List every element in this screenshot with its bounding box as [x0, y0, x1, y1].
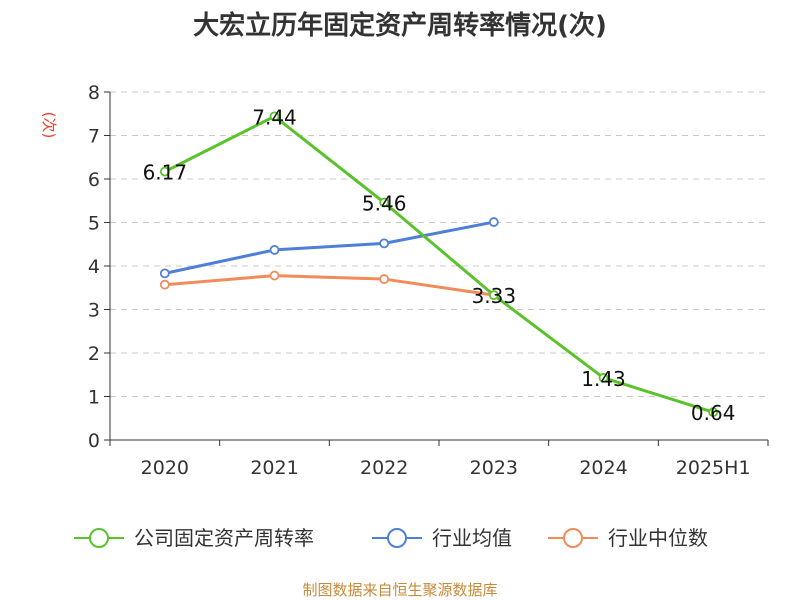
data-point	[598, 372, 609, 383]
data-point	[269, 270, 280, 281]
legend-label: 行业均值	[432, 526, 512, 550]
data-point	[159, 166, 170, 177]
data-point	[708, 407, 719, 418]
data-point	[159, 279, 170, 290]
chart-title: 大宏立历年固定资产周转率情况(次)	[193, 10, 607, 41]
y-tick-label: 5	[88, 213, 100, 235]
y-axis-label: (次)	[40, 112, 58, 139]
series-line	[164, 220, 495, 275]
y-tick-label: 6	[88, 169, 100, 191]
y-tick-label: 2	[88, 343, 100, 365]
axes: 0 1 2 3 4 5 6 7 8 2020 2021 2022 2023 2024 2025H1	[88, 82, 769, 479]
data-label: 5.46	[362, 191, 407, 215]
y-tick-label: 0	[88, 430, 100, 452]
legend-item: 公司固定资产周转率	[74, 526, 314, 550]
series-line	[164, 274, 495, 297]
data-point	[269, 245, 280, 255]
data-point	[488, 290, 499, 301]
series-3	[159, 270, 499, 301]
series-layer	[159, 111, 719, 418]
legend-marker	[387, 528, 407, 548]
legend: 公司固定资产周转率 行业均值 行业中位数	[74, 526, 708, 550]
x-tick-label: 2025H1	[676, 457, 751, 479]
data-label: 3.33	[472, 284, 517, 308]
data-point	[379, 197, 390, 208]
y-tick-label: 1	[88, 387, 100, 409]
data-label: 1.43	[581, 367, 626, 391]
x-tick-label: 2023	[470, 457, 518, 479]
data-point	[379, 274, 390, 284]
legend-label: 公司固定资产周转率	[134, 526, 314, 550]
grid-lines	[110, 91, 768, 397]
y-tick-label: 8	[88, 82, 100, 104]
y-tick-label: 7	[88, 126, 100, 148]
y-tick-label: 4	[88, 256, 100, 278]
data-label: 7.44	[252, 105, 297, 129]
data-labels: 6.17 7.44 5.46 3.33 1.43 0.64	[143, 105, 736, 425]
y-tick-label: 3	[88, 300, 100, 322]
legend-label: 行业中位数	[608, 526, 708, 550]
data-label: 6.17	[143, 161, 188, 185]
series-line	[164, 114, 714, 414]
x-tick-label: 2021	[250, 457, 298, 479]
x-tick-label: 2020	[141, 457, 189, 479]
legend-marker	[563, 528, 583, 548]
data-point	[488, 217, 499, 227]
legend-item: 行业均值	[372, 526, 512, 550]
data-point	[379, 238, 390, 249]
data-label: 0.64	[691, 401, 736, 425]
legend-marker	[89, 528, 109, 548]
x-tick-label: 2024	[579, 457, 627, 479]
data-point	[159, 268, 170, 279]
series-1	[159, 111, 719, 418]
series-2	[159, 217, 499, 279]
source-note: 制图数据来自恒生聚源数据库	[302, 581, 497, 599]
data-point	[269, 111, 280, 122]
legend-item: 行业中位数	[548, 526, 708, 550]
x-tick-label: 2022	[360, 457, 408, 479]
